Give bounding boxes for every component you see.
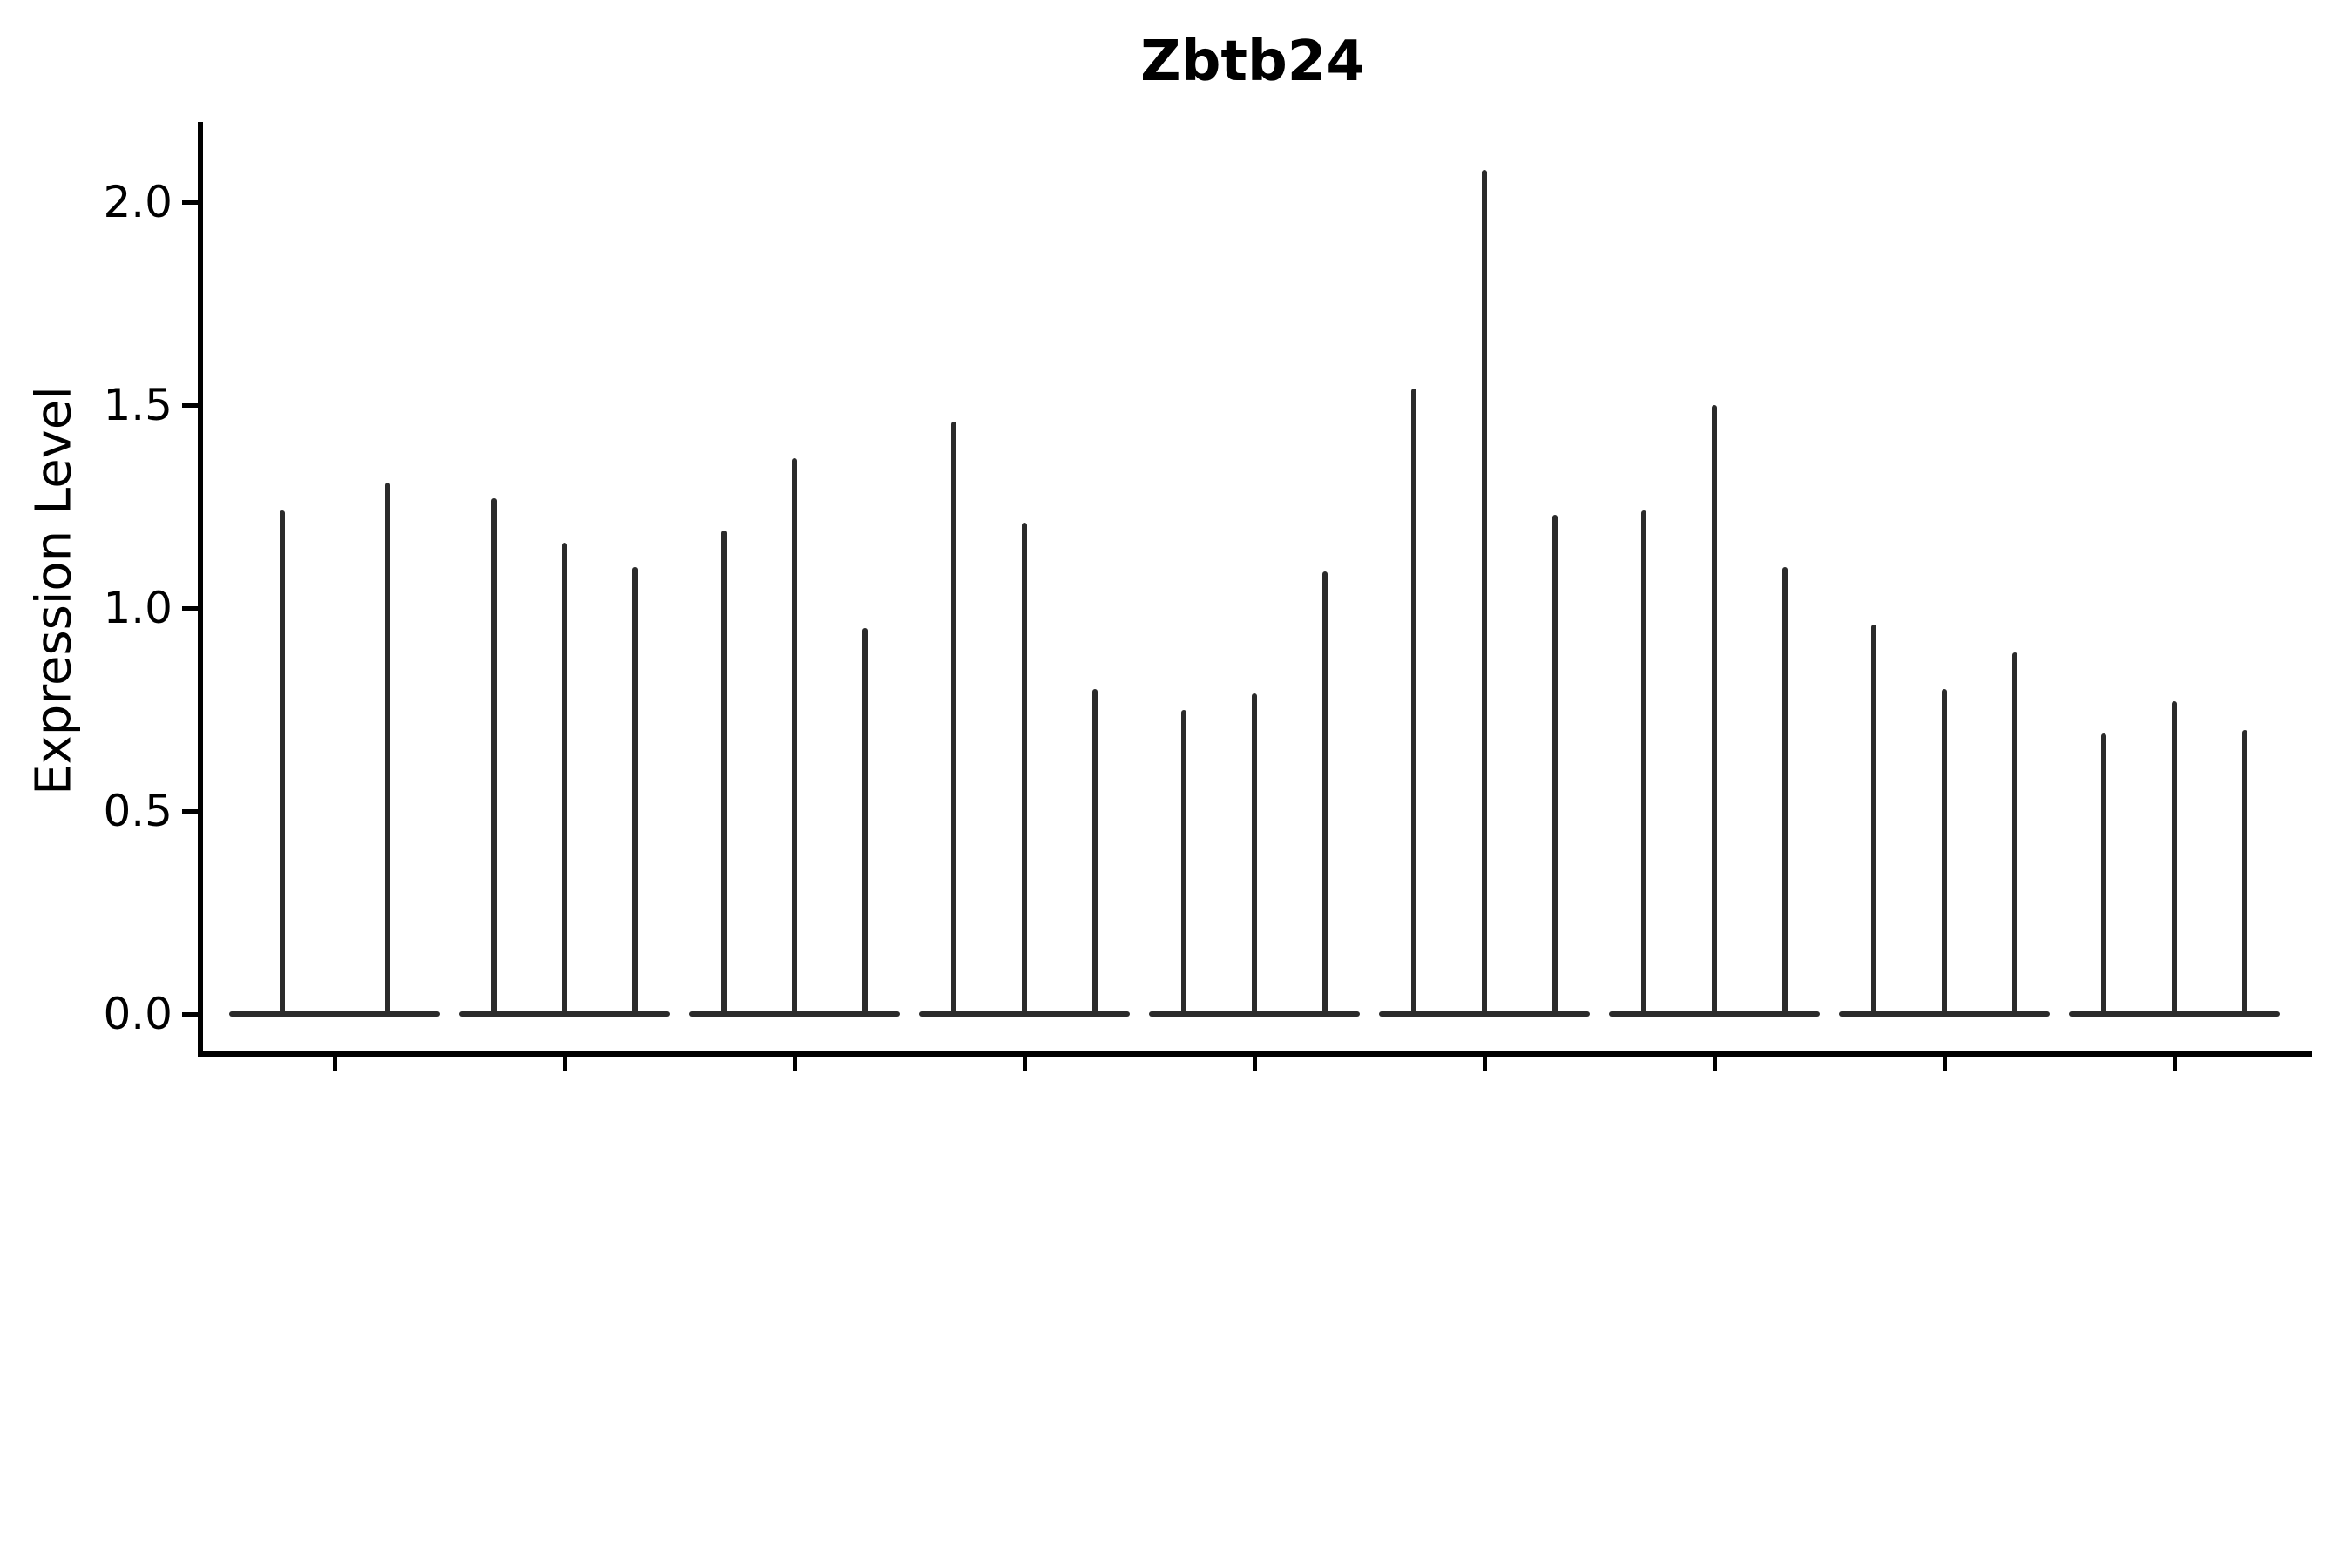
violin-spike xyxy=(562,543,567,1017)
chart-title: Zbtb24 xyxy=(1140,30,1365,94)
violin-spike xyxy=(1641,510,1647,1017)
y-tick-label: 0.0 xyxy=(103,989,172,1039)
y-tick-label: 1.5 xyxy=(103,380,172,430)
violin-spike xyxy=(2101,733,2107,1017)
x-axis-spine xyxy=(198,1051,2312,1057)
x-tick-mark xyxy=(1022,1057,1027,1071)
violin-spike xyxy=(491,498,497,1017)
x-tick-mark xyxy=(332,1057,337,1071)
y-tick-mark xyxy=(182,1011,198,1017)
violin-spike xyxy=(862,628,868,1017)
y-axis-spine xyxy=(198,122,203,1057)
violin-spike xyxy=(1252,693,1257,1017)
violin-spike xyxy=(721,531,727,1017)
y-tick-mark xyxy=(182,808,198,814)
violin-spike xyxy=(2241,729,2247,1017)
violin-group-base xyxy=(229,1011,440,1017)
violin-spike xyxy=(1022,523,1027,1017)
x-tick-mark xyxy=(1942,1057,1947,1071)
violin-spike xyxy=(1482,169,1487,1017)
violin-spike xyxy=(1411,389,1417,1017)
x-tick-mark xyxy=(1482,1057,1487,1071)
x-tick-mark xyxy=(792,1057,797,1071)
y-tick-label: 2.0 xyxy=(103,177,172,227)
violin-spike xyxy=(632,567,638,1017)
violin-spike xyxy=(1712,405,1717,1017)
x-tick-mark xyxy=(1712,1057,1717,1071)
x-tick-mark xyxy=(562,1057,567,1071)
violin-spike xyxy=(1092,689,1098,1017)
y-tick-mark xyxy=(182,199,198,205)
violin-spike xyxy=(2011,652,2017,1017)
violin-spike xyxy=(1551,514,1558,1017)
y-tick-label: 1.0 xyxy=(103,583,172,633)
y-tick-mark xyxy=(182,605,198,611)
violin-spike xyxy=(1321,571,1328,1017)
violin-spike xyxy=(1781,567,1788,1017)
x-tick-mark xyxy=(1252,1057,1257,1071)
violin-spike xyxy=(951,421,957,1017)
y-tick-label: 0.5 xyxy=(103,786,172,836)
violin-spike xyxy=(1942,689,1947,1017)
violin-spike xyxy=(384,482,390,1017)
violin-spike xyxy=(1871,624,1877,1017)
x-tick-mark xyxy=(2172,1057,2177,1071)
violin-spike xyxy=(792,457,797,1017)
y-tick-mark xyxy=(182,402,198,408)
violin-spike xyxy=(2172,701,2177,1017)
violin-spike xyxy=(279,510,285,1017)
violin-spike xyxy=(1181,709,1187,1017)
